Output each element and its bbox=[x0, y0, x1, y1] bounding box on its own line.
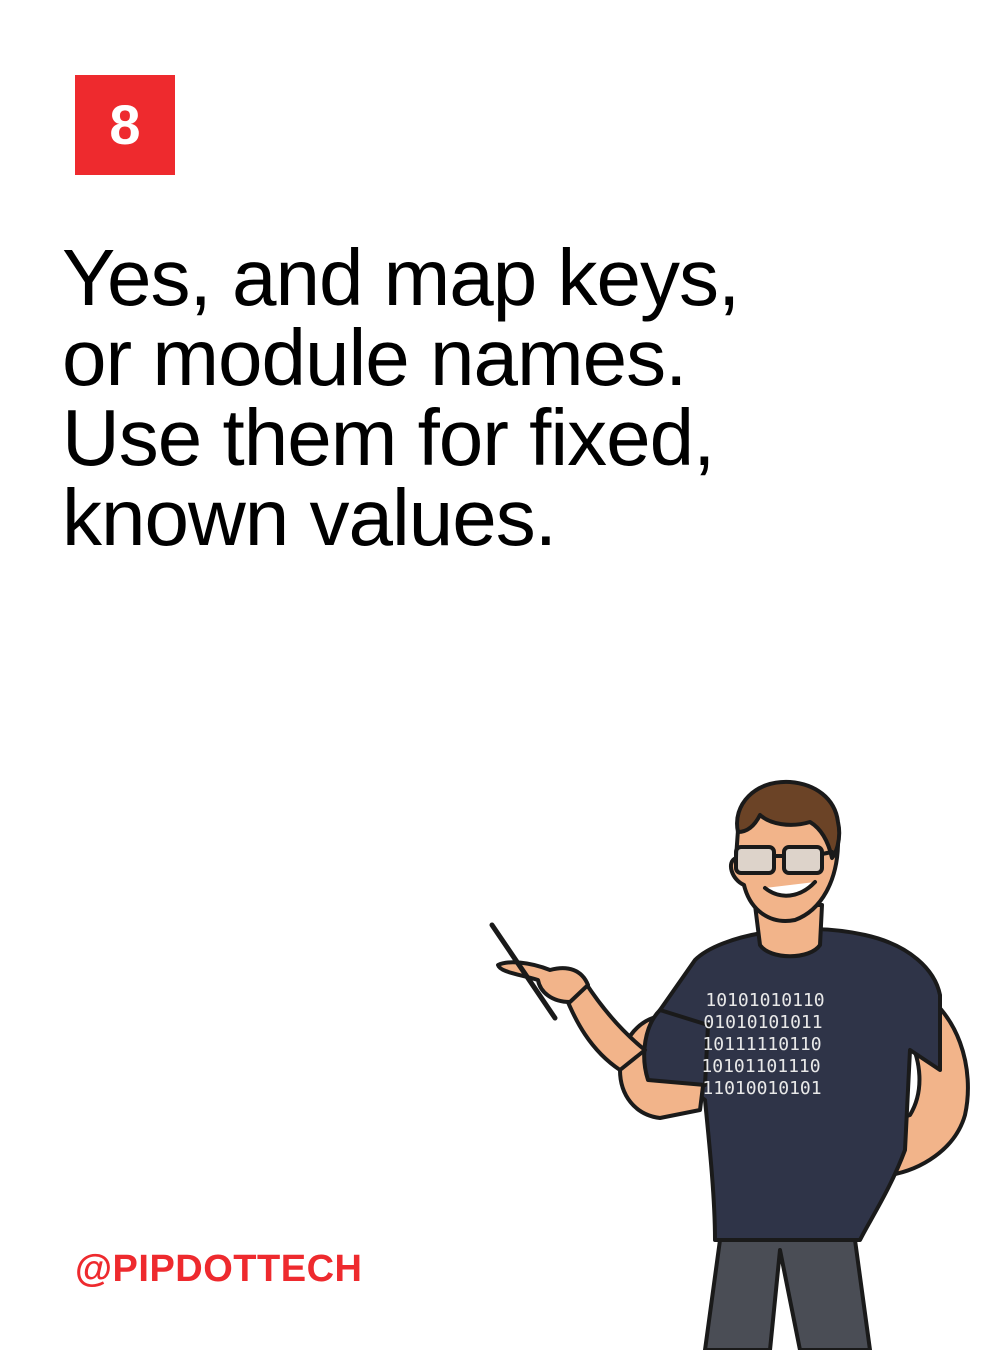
headline: Yes, and map keys, or module names. Use … bbox=[62, 233, 740, 562]
shirt-binary-line: 10111110110 bbox=[702, 1034, 821, 1055]
developer-character-illustration: 10101010110 01010101011 10111110110 1010… bbox=[489, 779, 970, 1350]
social-handle: @PIPDOTTECH bbox=[75, 1248, 363, 1290]
shirt-binary-line: 10101101110 bbox=[701, 1056, 820, 1077]
shirt-binary-line: 10101010110 bbox=[705, 990, 824, 1011]
shirt-binary-line: 01010101011 bbox=[703, 1012, 822, 1033]
slide-number-badge: 8 bbox=[75, 75, 175, 175]
shirt-binary-line: 11010010101 bbox=[702, 1078, 821, 1099]
slide-number: 8 bbox=[109, 93, 141, 156]
